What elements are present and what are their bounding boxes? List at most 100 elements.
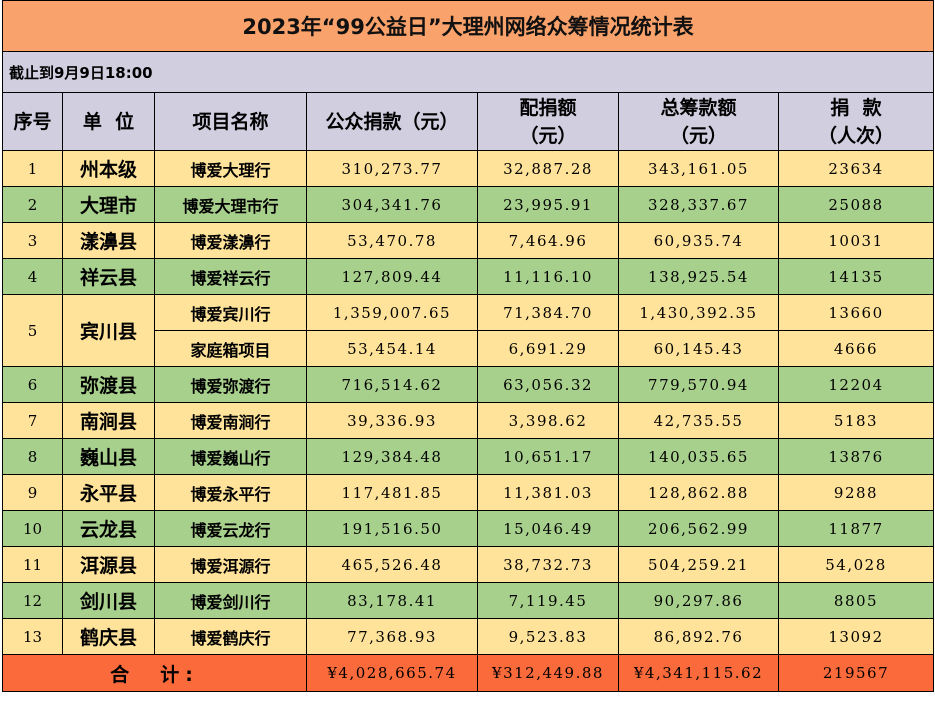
row-public-donation: 465,526.48	[306, 546, 478, 583]
header-row: 序号 单 位 项目名称 公众捐款（元） 配捐额 （元） 总筹款额 （元） 捐 款…	[2, 92, 935, 151]
header-total-line2: （元）	[669, 124, 727, 147]
row-seq: 5	[2, 294, 63, 367]
row-public-donation: 53,454.14	[306, 330, 478, 367]
total-count: 219567	[777, 654, 935, 692]
table-row: 11 洱源县 博爱洱源行 465,526.48 38,732.73 504,25…	[2, 546, 935, 583]
table-row: 13 鹤庆县 博爱鹤庆行 77,368.93 9,523.83 86,892.7…	[2, 618, 935, 655]
row-unit: 祥云县	[62, 258, 155, 295]
row-seq: 1	[2, 150, 63, 187]
table-row: 10 云龙县 博爱云龙行 191,516.50 15,046.49 206,56…	[2, 510, 935, 547]
header-seq: 序号	[2, 92, 63, 151]
row-unit: 巍山县	[62, 438, 155, 475]
row-seq: 9	[2, 474, 63, 511]
table-title: 2023年“99公益日”大理州网络众筹情况统计表	[1, 0, 935, 52]
row-seq: 6	[2, 366, 63, 403]
row-total: 779,570.94	[618, 366, 779, 403]
row-total: 206,562.99	[618, 510, 779, 547]
row-total: 343,161.05	[618, 150, 779, 187]
row-count: 9288	[777, 474, 935, 511]
row-public-donation: 129,384.48	[306, 438, 478, 475]
row-count: 5183	[777, 402, 935, 439]
row-total: 60,145.43	[618, 330, 779, 367]
row-matching: 11,116.10	[477, 258, 619, 295]
header-total: 总筹款额 （元）	[618, 92, 779, 151]
row-total: 1,430,392.35	[618, 294, 779, 331]
row-public-donation: 191,516.50	[306, 510, 478, 547]
row-project: 家庭箱项目	[154, 330, 307, 367]
table-row: 7 南涧县 博爱南涧行 39,336.93 3,398.62 42,735.55…	[2, 402, 935, 439]
header-donations-line1: 捐 款	[830, 96, 882, 119]
row-project: 博爱鹤庆行	[154, 618, 307, 655]
total-label: 合 计:	[2, 654, 307, 692]
row-unit: 洱源县	[62, 546, 155, 583]
table-row: 家庭箱项目 53,454.14 6,691.29 60,145.43 4666	[3, 330, 935, 367]
table-row: 2 大理市 博爱大理市行 304,341.76 23,995.91 328,33…	[2, 186, 935, 223]
header-public-donation: 公众捐款（元）	[306, 92, 478, 151]
row-unit: 鹤庆县	[62, 618, 155, 655]
row-seq: 4	[2, 258, 63, 295]
row-unit: 剑川县	[62, 582, 155, 619]
row-public-donation: 83,178.41	[306, 582, 478, 619]
row-project: 博爱洱源行	[154, 546, 307, 583]
cutoff-time: 截止到9月9日18:00	[1, 51, 935, 93]
row-total: 140,035.65	[618, 438, 779, 475]
total-public-donation: ¥4,028,665.74	[306, 654, 478, 692]
row-count: 11877	[777, 510, 935, 547]
row-public-donation: 53,470.78	[306, 222, 478, 259]
header-donations: 捐 款 （人次）	[777, 92, 935, 151]
row-project: 博爱弥渡行	[154, 366, 307, 403]
row-project: 博爱祥云行	[154, 258, 307, 295]
row-seq: 12	[2, 582, 63, 619]
table-row: 8 巍山县 博爱巍山行 129,384.48 10,651.17 140,035…	[2, 438, 935, 475]
row-count: 25088	[777, 186, 935, 223]
row-count: 13092	[777, 618, 935, 655]
row-project: 博爱永平行	[154, 474, 307, 511]
row-matching: 7,464.96	[477, 222, 619, 259]
row-count: 10031	[777, 222, 935, 259]
total-amount: ¥4,341,115.62	[618, 654, 779, 692]
row-unit: 大理市	[62, 186, 155, 223]
table-row: 9 永平县 博爱永平行 117,481.85 11,381.03 128,862…	[2, 474, 935, 511]
header-matching: 配捐额 （元）	[477, 92, 619, 151]
table-row: 6 弥渡县 博爱弥渡行 716,514.62 63,056.32 779,570…	[2, 366, 935, 403]
row-project: 博爱云龙行	[154, 510, 307, 547]
row-matching: 11,381.03	[477, 474, 619, 511]
row-unit: 弥渡县	[62, 366, 155, 403]
row-unit: 云龙县	[62, 510, 155, 547]
table-row: 1 州本级 博爱大理行 310,273.77 32,887.28 343,161…	[2, 150, 935, 187]
row-project: 博爱漾濞行	[154, 222, 307, 259]
header-matching-line1: 配捐额	[519, 96, 577, 119]
row-public-donation: 304,341.76	[306, 186, 478, 223]
row-unit: 永平县	[62, 474, 155, 511]
table-row: 12 剑川县 博爱剑川行 83,178.41 7,119.45 90,297.8…	[2, 582, 935, 619]
row-seq: 7	[2, 402, 63, 439]
row-seq: 2	[2, 186, 63, 223]
row-matching: 9,523.83	[477, 618, 619, 655]
row-matching: 15,046.49	[477, 510, 619, 547]
header-donations-line2: （人次）	[818, 124, 895, 147]
total-row: 合 计: ¥4,028,665.74 ¥312,449.88 ¥4,341,11…	[2, 654, 935, 692]
row-project: 博爱大理市行	[154, 186, 307, 223]
header-unit: 单 位	[62, 92, 155, 151]
row-seq: 10	[2, 510, 63, 547]
row-unit: 南涧县	[62, 402, 155, 439]
row-matching: 6,691.29	[477, 330, 619, 367]
row-seq: 3	[2, 222, 63, 259]
row-count: 23634	[777, 150, 935, 187]
row-unit: 州本级	[62, 150, 155, 187]
row-matching: 32,887.28	[477, 150, 619, 187]
row-count: 13876	[777, 438, 935, 475]
header-project: 项目名称	[154, 92, 307, 151]
row-count: 12204	[777, 366, 935, 403]
row-public-donation: 39,336.93	[306, 402, 478, 439]
row-matching: 7,119.45	[477, 582, 619, 619]
row-total: 60,935.74	[618, 222, 779, 259]
row-total: 504,259.21	[618, 546, 779, 583]
header-matching-line2: （元）	[519, 124, 577, 147]
row-total: 328,337.67	[618, 186, 779, 223]
row-public-donation: 117,481.85	[306, 474, 478, 511]
table-row: 4 祥云县 博爱祥云行 127,809.44 11,116.10 138,925…	[2, 258, 935, 295]
header-total-line1: 总筹款额	[660, 96, 737, 119]
statistics-table: 2023年“99公益日”大理州网络众筹情况统计表 截止到9月9日18:00 序号…	[1, 0, 935, 692]
